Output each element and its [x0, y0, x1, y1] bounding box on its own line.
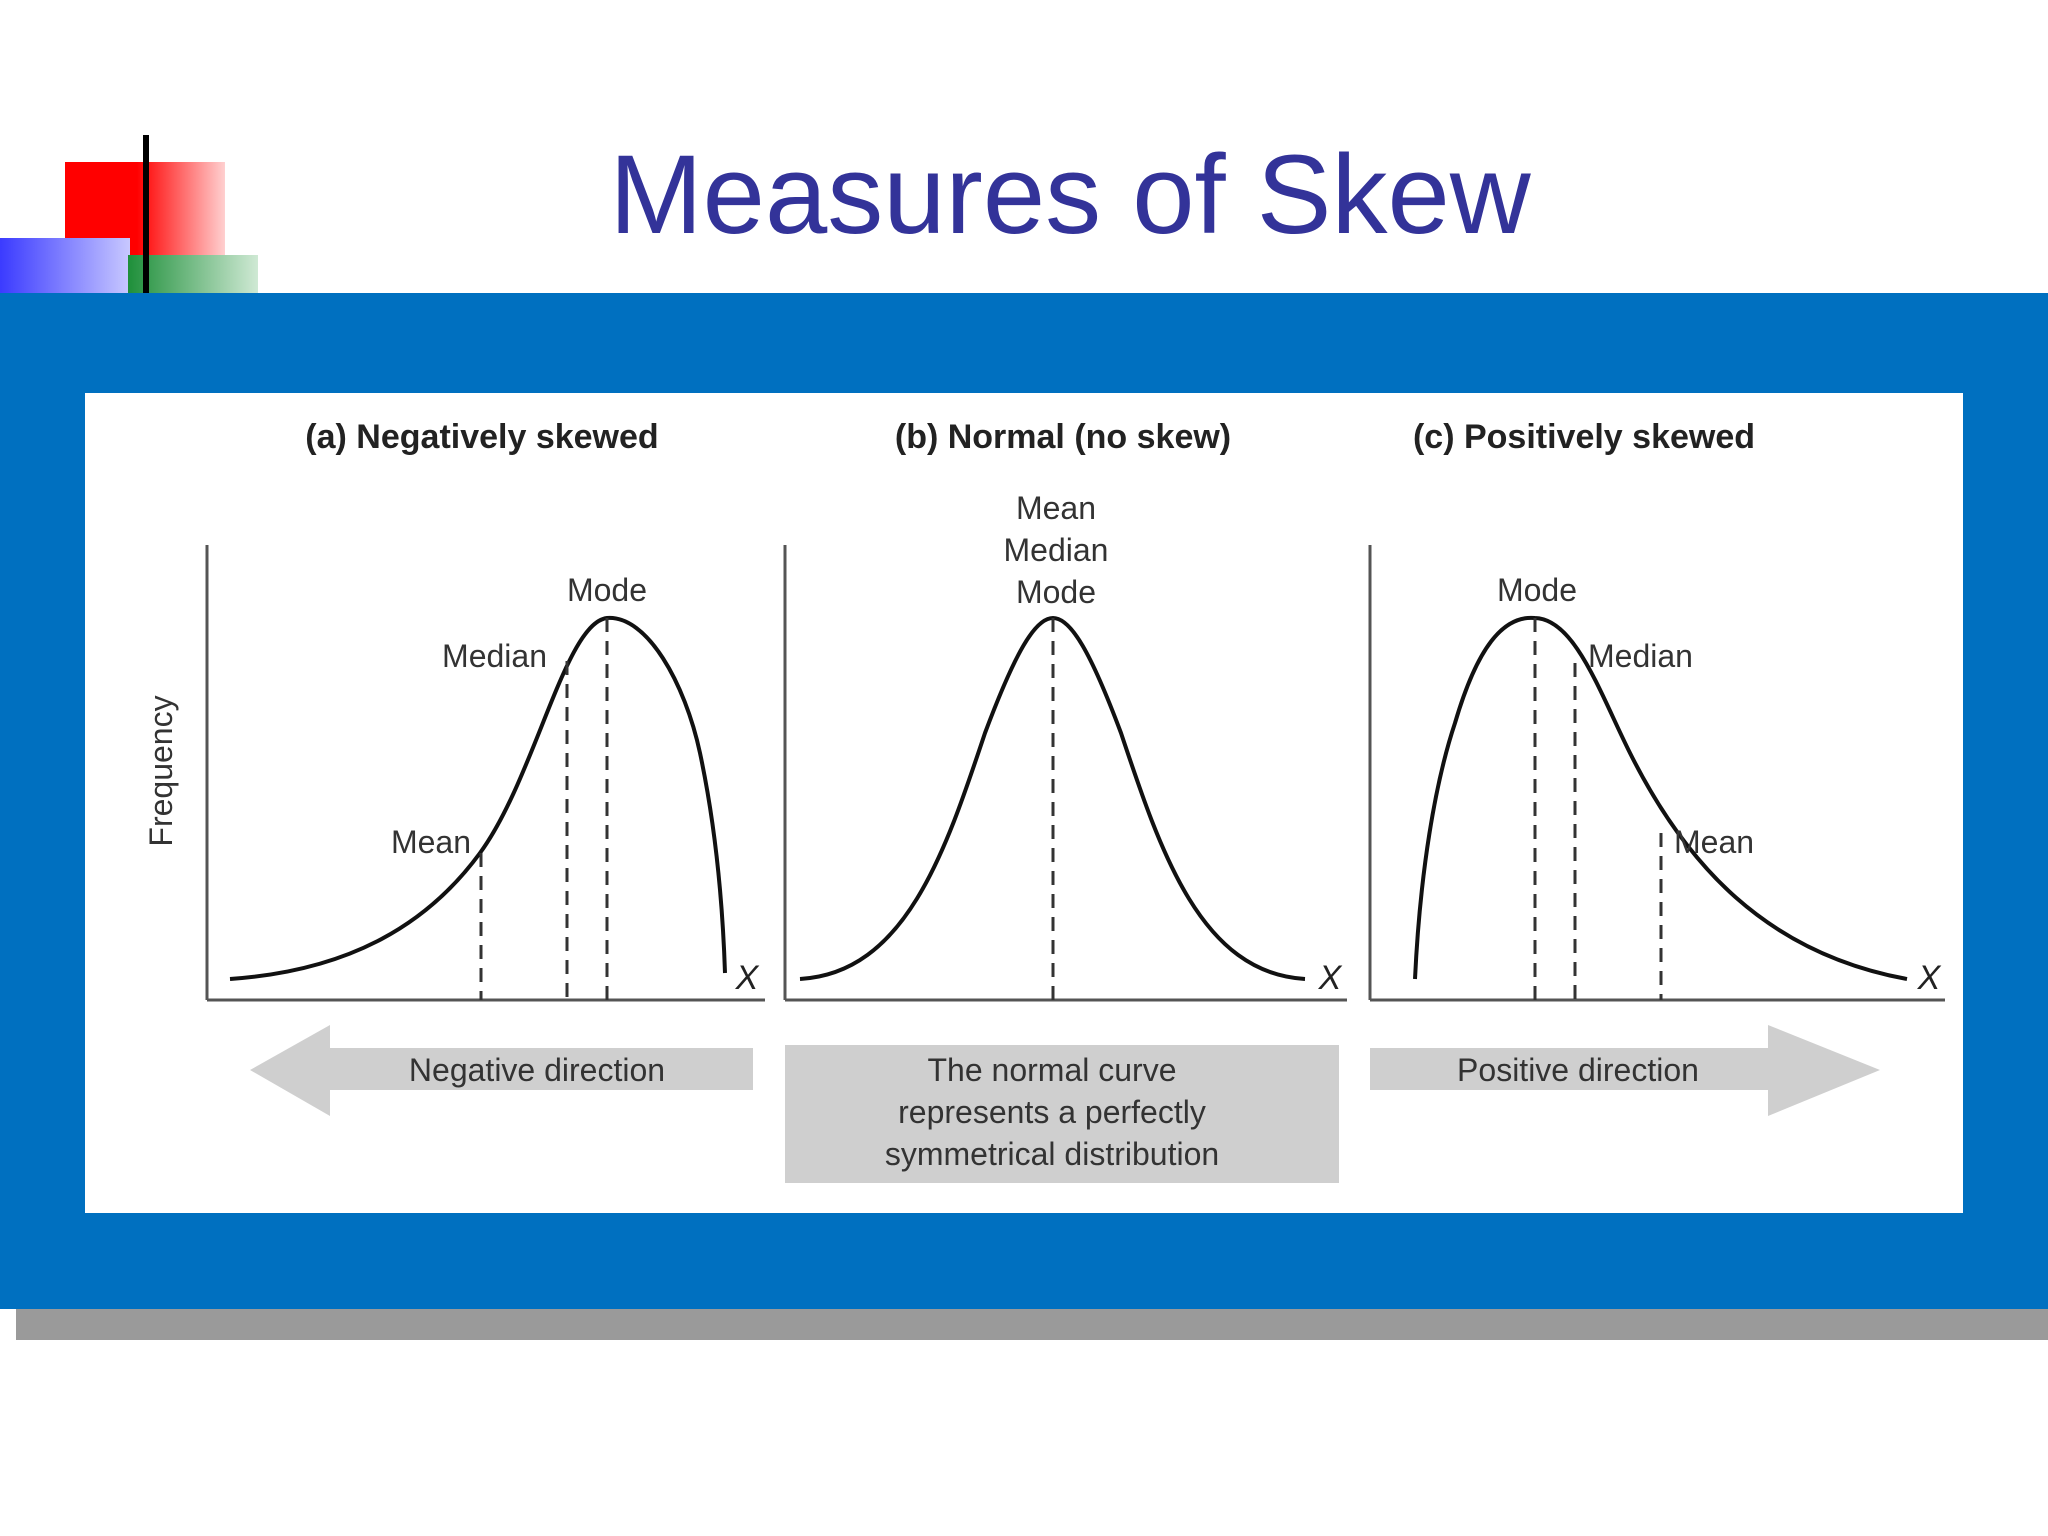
x-symbol-a: X [735, 959, 760, 997]
label-b-median: Median [1004, 532, 1109, 568]
label-a-mean: Mean [391, 824, 471, 860]
curve-negative-skew [229, 615, 727, 981]
normal-caption-box [785, 1045, 1339, 1183]
caption-normal-line-1: The normal curve [928, 1052, 1177, 1088]
axes-c [1368, 545, 1945, 1002]
label-a-median: Median [442, 638, 547, 674]
dashed-lines-a [479, 618, 609, 1000]
caption-normal-line-2: represents a perfectly [898, 1094, 1206, 1130]
label-c-mean: Mean [1674, 824, 1754, 860]
label-c-mode: Mode [1497, 572, 1577, 608]
caption-normal-line-3: symmetrical distribution [885, 1136, 1219, 1172]
x-symbol-b: X [1318, 959, 1343, 997]
heading-b: (b) Normal (no skew) [895, 418, 1231, 456]
label-b-mean: Mean [1016, 490, 1096, 526]
caption-positive-direction: Positive direction [1457, 1052, 1699, 1088]
y-axis-label: Frequency [143, 695, 179, 846]
label-a-mode: Mode [567, 572, 647, 608]
deco-green-bar [128, 255, 258, 295]
label-c-median: Median [1588, 638, 1693, 674]
heading-a: (a) Negatively skewed [305, 418, 658, 456]
skew-diagram: (a) Negatively skewed (b) Normal (no ske… [143, 418, 1945, 1183]
right-arrow [1370, 1025, 1880, 1116]
dashed-lines-c [1533, 618, 1663, 1000]
label-b-mode: Mode [1016, 574, 1096, 610]
left-arrow [250, 1025, 753, 1116]
deco-blue-bar [0, 238, 130, 294]
x-symbol-c: X [1917, 959, 1942, 997]
curve-positive-skew [1413, 615, 1908, 981]
band-shadow [16, 1308, 2048, 1340]
caption-negative-direction: Negative direction [409, 1052, 665, 1088]
skew-figure: (a) Negatively skewed (b) Normal (no ske… [85, 393, 1963, 1213]
heading-c: (c) Positively skewed [1413, 418, 1755, 456]
deco-vertical-line [143, 135, 149, 295]
axes-b [783, 545, 1347, 1002]
slide-title: Measures of Skew [609, 132, 1531, 257]
axes-a [205, 545, 765, 1002]
